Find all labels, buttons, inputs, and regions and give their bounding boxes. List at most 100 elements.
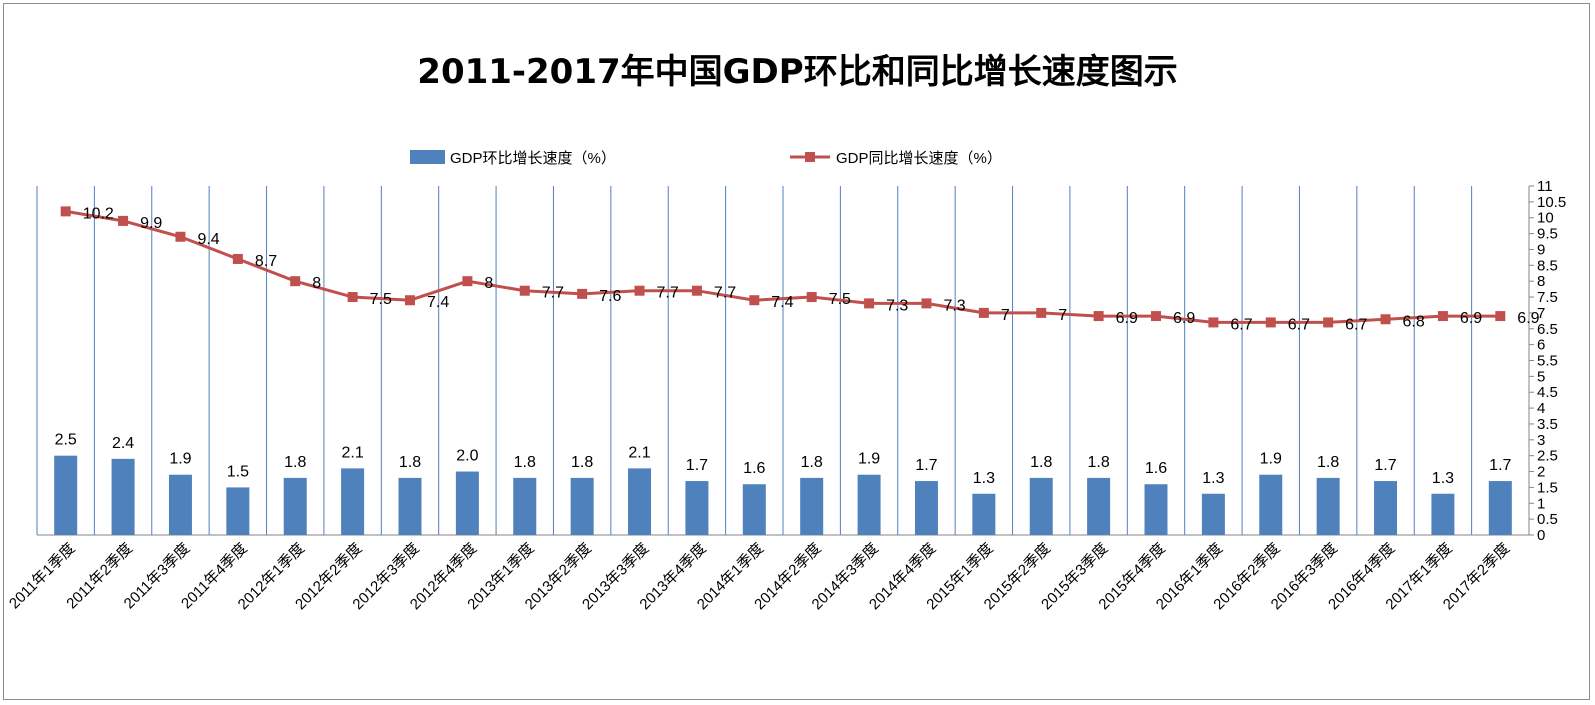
bar — [1029, 477, 1053, 535]
line-data-label: 10.2 — [83, 205, 114, 222]
bar-data-label: 1.7 — [686, 457, 708, 474]
line-data-label: 8 — [312, 275, 321, 292]
y-tick-label: 10 — [1537, 210, 1554, 227]
line-data-label: 7.3 — [943, 297, 965, 314]
line-point-marker — [1093, 311, 1104, 322]
line-data-label: 7.7 — [714, 285, 736, 302]
line-data-label: 8.7 — [255, 253, 277, 270]
y-tick-label: 5 — [1537, 368, 1545, 385]
bar-data-label: 1.8 — [801, 454, 823, 471]
line-point-marker — [1437, 311, 1448, 322]
y-tick-label: 9.5 — [1537, 226, 1558, 243]
line-data-label: 9.9 — [140, 215, 162, 232]
bar — [628, 468, 652, 535]
legend-swatch-bar — [410, 150, 445, 164]
bar-data-label: 1.7 — [1489, 457, 1511, 474]
line-point-marker — [232, 253, 243, 264]
y-tick-label: 7.5 — [1537, 289, 1558, 306]
line-point-marker — [806, 292, 817, 303]
line-data-label: 6.9 — [1116, 310, 1138, 327]
line-point-marker — [405, 295, 415, 306]
bar — [972, 493, 996, 535]
bar — [1087, 477, 1111, 535]
bar-data-label: 2.1 — [341, 444, 363, 461]
line-point-marker — [1323, 317, 1334, 328]
bar-data-label: 2.4 — [112, 435, 134, 452]
legend: GDP环比增长速度（%） GDP同比增长速度（%） — [410, 150, 1002, 167]
bar — [398, 477, 422, 535]
bar — [226, 487, 250, 535]
bar — [283, 477, 307, 535]
bar — [1316, 477, 1340, 535]
bar-data-label: 2.1 — [628, 444, 650, 461]
y-tick-label: 5.5 — [1537, 353, 1558, 370]
line-point-marker — [462, 276, 473, 287]
bar-data-label: 1.8 — [1030, 454, 1052, 471]
line-point-marker — [60, 206, 71, 217]
y-tick-label: 4 — [1537, 400, 1545, 417]
line-data-label: 7.3 — [886, 297, 908, 314]
line-point-marker — [1036, 307, 1047, 318]
line-data-label: 7.7 — [657, 285, 679, 302]
line-data-label: 7.5 — [370, 291, 392, 308]
bar-data-label: 1.8 — [284, 454, 306, 471]
line-point-marker — [1265, 317, 1276, 328]
bar-data-label: 2.0 — [456, 448, 478, 465]
y-tick-label: 3 — [1537, 432, 1545, 449]
bar — [168, 474, 192, 535]
line-point-marker — [691, 285, 702, 296]
line-point-marker — [864, 298, 875, 309]
y-tick-label: 3.5 — [1537, 416, 1558, 433]
line-point-marker — [1380, 314, 1391, 325]
line-point-marker — [347, 292, 358, 303]
bar-data-label: 1.8 — [1087, 454, 1109, 471]
bar-data-label: 1.9 — [858, 451, 880, 468]
bar — [455, 471, 479, 535]
bar-data-label: 1.6 — [743, 460, 765, 477]
bar — [914, 481, 938, 535]
bar-data-label: 1.8 — [571, 454, 593, 471]
line-data-label: 6.9 — [1173, 310, 1195, 327]
line-point-marker — [519, 285, 530, 296]
bar — [1201, 493, 1225, 535]
line-point-marker — [749, 295, 760, 306]
bar-data-label: 1.3 — [1432, 470, 1454, 487]
line-data-label: 7.5 — [829, 291, 851, 308]
line-data-label: 7 — [1058, 307, 1067, 324]
line-data-label: 6.9 — [1517, 310, 1539, 327]
bar — [685, 481, 709, 535]
legend-swatch-marker — [805, 152, 815, 162]
line-data-label: 6.8 — [1403, 313, 1425, 330]
bar-data-label: 1.6 — [1145, 460, 1167, 477]
legend-label-line: GDP同比增长速度（%） — [836, 150, 1002, 167]
bar — [1259, 474, 1283, 535]
line-data-label: 6.7 — [1345, 316, 1367, 333]
line-point-marker — [175, 231, 186, 242]
bar — [570, 477, 594, 535]
bar-data-label: 1.9 — [169, 451, 191, 468]
y-tick-label: 6.5 — [1537, 321, 1558, 338]
line-data-label: 7.4 — [771, 294, 793, 311]
bar — [742, 484, 766, 535]
y-tick-label: 6 — [1537, 337, 1545, 354]
bar-data-label: 1.8 — [399, 454, 421, 471]
bar — [513, 477, 537, 535]
bar-data-label: 1.9 — [1260, 451, 1282, 468]
line-data-label: 7 — [1001, 307, 1010, 324]
bar — [857, 474, 881, 535]
line-point-marker — [577, 288, 588, 299]
bar — [111, 458, 135, 535]
line-data-label: 7.4 — [427, 294, 449, 311]
line-point-marker — [1495, 311, 1506, 322]
y-tick-label: 11 — [1537, 178, 1553, 195]
line-data-label: 7.7 — [542, 285, 564, 302]
y-tick-label: 8 — [1537, 273, 1545, 290]
line-point-marker — [634, 285, 645, 296]
line-point-marker — [921, 298, 932, 309]
line-data-label: 9.4 — [197, 231, 219, 248]
y-tick-label: 0.5 — [1537, 511, 1558, 528]
chart-frame — [3, 3, 1590, 700]
legend-label-bar: GDP环比增长速度（%） — [450, 150, 616, 167]
bar — [54, 455, 78, 535]
